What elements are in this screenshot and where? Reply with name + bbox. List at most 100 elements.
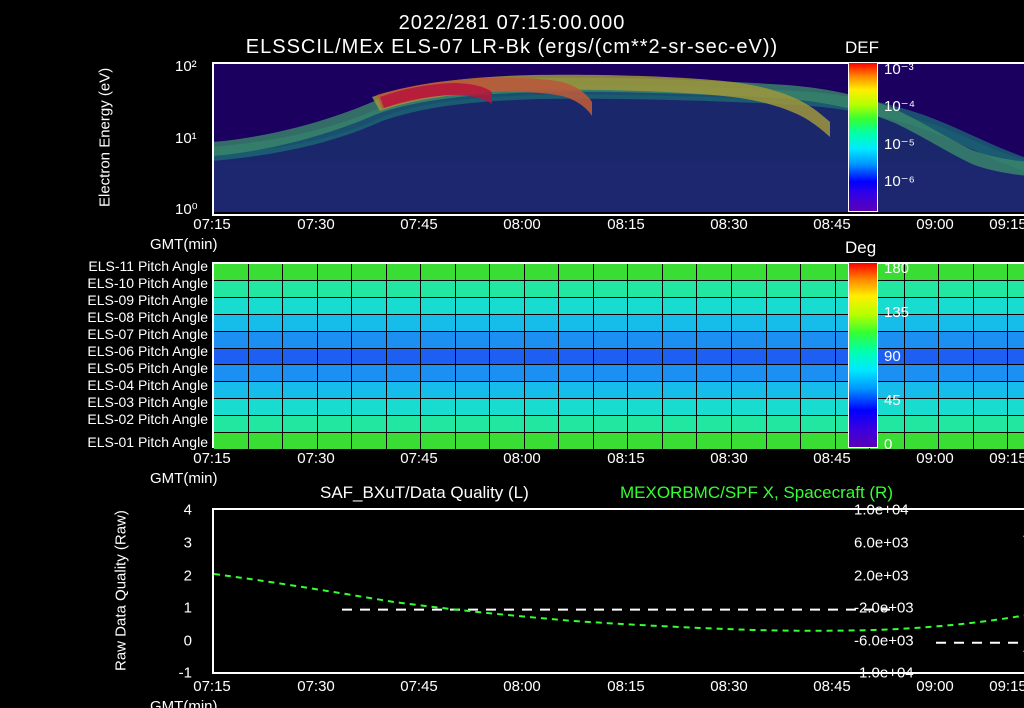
pitch-angle-cell-r8-c9: [490, 382, 525, 399]
pitch-angle-cell-r5-c24: [1008, 332, 1024, 349]
pitch-angle-cell-r2-c15: [697, 281, 732, 298]
pitch-angle-cell-r9-c16: [732, 399, 767, 416]
pitch-angle-cell-r5-c2: [249, 332, 284, 349]
pitch-angle-cell-r10-c24: [1008, 416, 1024, 433]
panel3-ytick-r-3: -2.0e+03: [854, 600, 914, 617]
pitch-angle-cell-r8-c11: [559, 382, 594, 399]
panel2-xtick-6: 08:45: [813, 450, 851, 467]
pitch-angle-cell-r6-c8: [456, 349, 491, 366]
pitch-angle-cell-r3-c24: [1008, 298, 1024, 315]
pitch-angle-cell-r5-c10: [525, 332, 560, 349]
panel1-ytick-0: 10²: [175, 58, 197, 75]
panel3-ytick-r-5: -1.0e+04: [854, 665, 914, 682]
pitch-angle-cell-r4-c13: [628, 315, 663, 332]
pitch-angle-cell-r4-c9: [490, 315, 525, 332]
pitch-angle-cell-r5-c5: [352, 332, 387, 349]
pitch-angle-cell-r1-c11: [559, 264, 594, 281]
panel2-xtick-1: 07:30: [297, 450, 335, 467]
pitch-angle-cell-r4-c18: [801, 315, 836, 332]
pitch-angle-cell-r5-c4: [318, 332, 353, 349]
pitch-angle-cell-r10-c3: [283, 416, 318, 433]
pitch-angle-cell-r9-c10: [525, 399, 560, 416]
pitch-angle-cell-r6-c9: [490, 349, 525, 366]
pitch-angle-cell-r8-c23: [974, 382, 1009, 399]
pitch-angle-row-11[interactable]: [214, 433, 1024, 450]
panel3-ytick-l-0: 4: [184, 502, 192, 519]
panel2-rowlabel-5: ELS-06 Pitch Angle: [30, 343, 208, 359]
pitch-angle-cell-r2-c11: [559, 281, 594, 298]
pitch-angle-cell-r8-c8: [456, 382, 491, 399]
pitch-angle-cell-r3-c11: [559, 298, 594, 315]
panel2-rowlabel-4: ELS-07 Pitch Angle: [30, 326, 208, 342]
pitch-angle-cell-r4-c7: [421, 315, 456, 332]
pitch-angle-cell-r8-c5: [352, 382, 387, 399]
pitch-angle-cell-r1-c1: [214, 264, 249, 281]
panel3-ytick-l-4: 0: [184, 633, 192, 650]
pitch-angle-cell-r3-c23: [974, 298, 1009, 315]
pitch-angle-cell-r4-c24: [1008, 315, 1024, 332]
pitch-angle-row-7[interactable]: [214, 365, 1024, 382]
pitch-angle-cell-r11-c23: [974, 433, 1009, 450]
pitch-angle-cell-r5-c9: [490, 332, 525, 349]
pitch-angle-cell-r9-c3: [283, 399, 318, 416]
pitch-angle-cell-r4-c8: [456, 315, 491, 332]
pitch-angle-cell-r7-c9: [490, 365, 525, 382]
pitch-angle-cell-r7-c3: [283, 365, 318, 382]
pitch-angle-cell-r8-c21: [905, 382, 940, 399]
pitch-angle-cell-r10-c7: [421, 416, 456, 433]
pitch-angle-cell-r10-c5: [352, 416, 387, 433]
pitch-angle-cell-r7-c5: [352, 365, 387, 382]
panel3-xtick-5: 08:30: [710, 678, 748, 695]
pitch-angle-cell-r4-c21: [905, 315, 940, 332]
pitch-angle-cell-r11-c24: [1008, 433, 1024, 450]
panel1-colorbar[interactable]: [848, 62, 878, 212]
panel3-xtick-2: 07:45: [400, 678, 438, 695]
pitch-angle-cell-r10-c12: [594, 416, 629, 433]
pitch-angle-row-2[interactable]: [214, 281, 1024, 298]
pitch-angle-cell-r1-c15: [697, 264, 732, 281]
panel2-rowlabel-2: ELS-09 Pitch Angle: [30, 292, 208, 308]
pitch-angle-cell-r11-c2: [249, 433, 284, 450]
pitch-angle-cell-r11-c11: [559, 433, 594, 450]
panel2-cbtick-4: 0: [884, 436, 892, 453]
pitch-angle-cell-r4-c10: [525, 315, 560, 332]
pitch-angle-cell-r1-c14: [663, 264, 698, 281]
pitch-angle-cell-r1-c18: [801, 264, 836, 281]
pitch-angle-cell-r6-c23: [974, 349, 1009, 366]
pitch-angle-row-6[interactable]: [214, 349, 1024, 366]
pitch-angle-cell-r4-c16: [732, 315, 767, 332]
pitch-angle-row-5[interactable]: [214, 332, 1024, 349]
pitch-angle-cell-r4-c6: [387, 315, 422, 332]
pitch-angle-cell-r3-c3: [283, 298, 318, 315]
pitch-angle-cell-r3-c16: [732, 298, 767, 315]
panel1-ylabel: Electron Energy (eV): [30, 62, 180, 212]
pitch-angle-row-9[interactable]: [214, 399, 1024, 416]
pitch-angle-cell-r3-c9: [490, 298, 525, 315]
pitch-angle-cell-r3-c21: [905, 298, 940, 315]
pitch-angle-cell-r9-c12: [594, 399, 629, 416]
panel3-ytick-r-0: 1.0e+04: [854, 502, 909, 519]
pitch-angle-row-8[interactable]: [214, 382, 1024, 399]
pitch-angle-cell-r7-c15: [697, 365, 732, 382]
pitch-angle-cell-r1-c22: [939, 264, 974, 281]
pitch-angle-cell-r1-c5: [352, 264, 387, 281]
panel1-xtick-1: 07:30: [297, 216, 335, 233]
pitch-angle-cell-r10-c9: [490, 416, 525, 433]
pitch-angle-cell-r3-c5: [352, 298, 387, 315]
panel2-xtick-8: 09:15: [989, 450, 1024, 467]
pitch-angle-cell-r8-c13: [628, 382, 663, 399]
pitch-angle-cell-r7-c14: [663, 365, 698, 382]
pitch-angle-row-10[interactable]: [214, 416, 1024, 433]
pitch-angle-cell-r6-c12: [594, 349, 629, 366]
panel1-xtick-8: 09:15: [989, 216, 1024, 233]
pitch-angle-cell-r7-c8: [456, 365, 491, 382]
panel3-ytick-l-3: 1: [184, 600, 192, 617]
panel2-colorbar[interactable]: [848, 262, 878, 448]
pitch-angle-cell-r5-c15: [697, 332, 732, 349]
pitch-angle-cell-r9-c7: [421, 399, 456, 416]
panel1-xlabel: GMT(min): [150, 236, 218, 253]
pitch-angle-cell-r4-c5: [352, 315, 387, 332]
panel2-pitch-angle-grid[interactable]: [212, 262, 1024, 448]
panel2-xtick-2: 07:45: [400, 450, 438, 467]
pitch-angle-cell-r6-c11: [559, 349, 594, 366]
